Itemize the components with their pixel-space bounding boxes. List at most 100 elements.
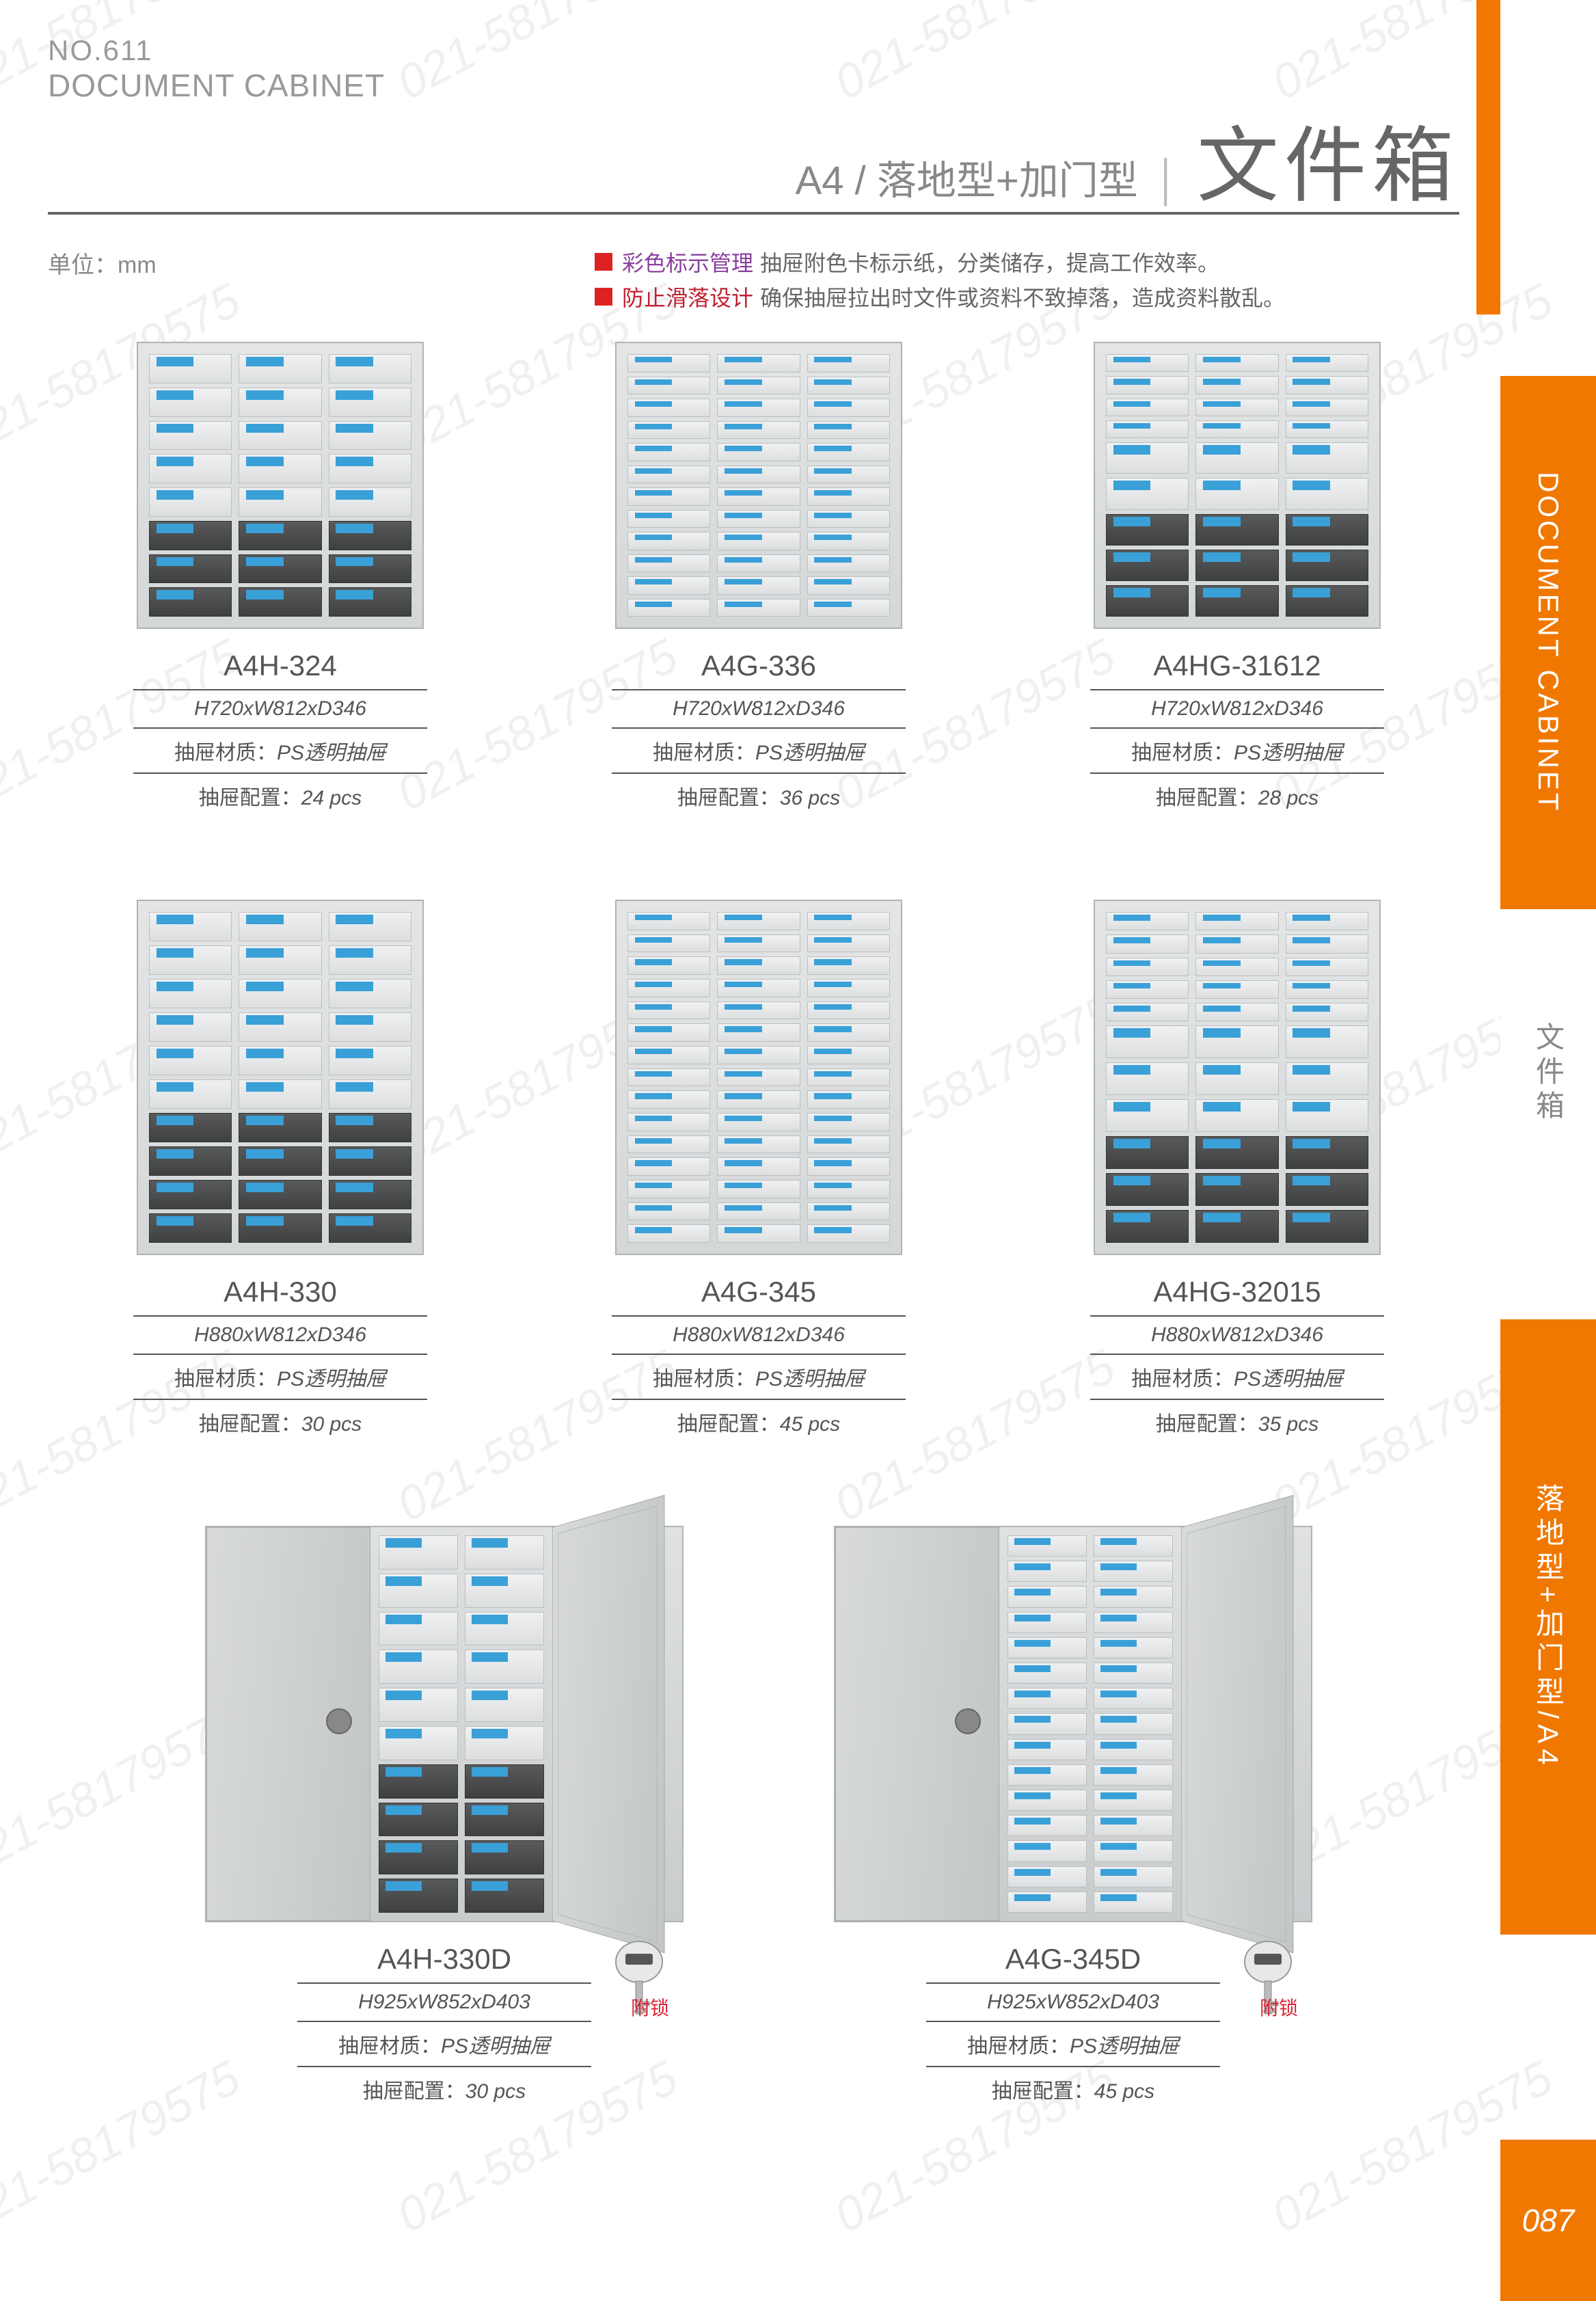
drawer bbox=[1094, 1612, 1173, 1633]
drawer bbox=[627, 399, 710, 417]
drawer-tab bbox=[1100, 1767, 1136, 1774]
drawer-tab bbox=[157, 1082, 194, 1092]
drawer bbox=[1286, 1025, 1368, 1058]
drawer bbox=[717, 377, 800, 395]
drawer-tab bbox=[246, 1116, 284, 1125]
drawer-tab bbox=[1014, 1563, 1050, 1570]
product-cell: A4H-324 H720xW812xD346 抽屉材质：PS透明抽屉 抽屉配置：… bbox=[89, 342, 472, 818]
drawer-tab bbox=[336, 1216, 373, 1226]
product-dimensions: H880xW812xD346 bbox=[1090, 1315, 1384, 1354]
drawer bbox=[465, 1726, 544, 1760]
drawer-tab bbox=[472, 1805, 507, 1815]
drawer bbox=[717, 466, 800, 484]
drawer-tab bbox=[1014, 1589, 1050, 1596]
drawer-tab bbox=[246, 424, 284, 433]
drawer bbox=[1007, 1586, 1087, 1607]
cabinet-door-right-open bbox=[552, 1495, 664, 1954]
drawer-tab bbox=[157, 490, 194, 500]
side-accent-strip bbox=[1476, 0, 1500, 314]
drawer bbox=[149, 1180, 232, 1209]
drawer bbox=[379, 1612, 458, 1646]
drawer-tab bbox=[635, 959, 673, 965]
door-knob-icon bbox=[326, 1708, 352, 1734]
drawer-tab bbox=[1203, 401, 1241, 407]
drawer bbox=[627, 1068, 710, 1087]
product-model: A4G-336 bbox=[612, 649, 906, 689]
drawer bbox=[1195, 1173, 1278, 1206]
drawer-tab bbox=[336, 982, 373, 991]
drawer bbox=[1286, 514, 1368, 546]
product-material: 抽屉材质：PS透明抽屉 bbox=[612, 727, 906, 772]
drawer-tab bbox=[725, 401, 762, 407]
drawer bbox=[1106, 354, 1189, 372]
drawer-tab bbox=[1100, 1615, 1136, 1622]
drawer-tab bbox=[635, 357, 673, 362]
drawer-tab bbox=[635, 1026, 673, 1032]
drawer-column bbox=[1286, 912, 1368, 1243]
drawer bbox=[1195, 376, 1278, 394]
drawer-tab bbox=[157, 982, 194, 991]
drawer-tab bbox=[814, 602, 852, 607]
drawer bbox=[1106, 442, 1189, 474]
product-dimensions: H720xW812xD346 bbox=[1090, 689, 1384, 727]
drawer bbox=[627, 1202, 710, 1221]
drawer bbox=[1007, 1535, 1087, 1557]
drawer-tab bbox=[635, 579, 673, 584]
drawer-tab bbox=[1203, 1006, 1241, 1012]
drawer bbox=[717, 956, 800, 975]
drawer-tab bbox=[472, 1729, 507, 1738]
drawer-tab bbox=[1113, 379, 1151, 384]
drawer-tab bbox=[814, 557, 852, 563]
drawer-tab bbox=[635, 490, 673, 496]
drawer-tab bbox=[814, 357, 852, 362]
drawer bbox=[1286, 550, 1368, 581]
drawer bbox=[1195, 1003, 1278, 1021]
drawer bbox=[149, 1012, 232, 1042]
drawer-tab bbox=[1113, 915, 1151, 921]
drawer bbox=[379, 1688, 458, 1722]
drawer-tab bbox=[1203, 1213, 1241, 1222]
drawer bbox=[239, 1180, 321, 1209]
drawer bbox=[807, 934, 890, 953]
drawer bbox=[1007, 1637, 1087, 1658]
drawer bbox=[239, 1146, 321, 1176]
drawer-tab bbox=[1293, 1176, 1330, 1185]
drawer-tab bbox=[246, 1015, 284, 1025]
drawer bbox=[1106, 514, 1189, 546]
drawer-tab bbox=[814, 535, 852, 540]
drawer-tab bbox=[635, 1116, 673, 1121]
side-tab-category-zh: 文件箱 bbox=[1500, 950, 1596, 1196]
drawer-tab bbox=[725, 602, 762, 607]
drawer-tab bbox=[814, 1227, 852, 1233]
drawer-tab bbox=[472, 1576, 507, 1586]
product-material: 抽屉材质：PS透明抽屉 bbox=[612, 1354, 906, 1399]
product-config: 抽屉配置：35 pcs bbox=[1090, 1399, 1384, 1444]
drawer-tab bbox=[157, 1183, 194, 1192]
cabinet-door-left bbox=[835, 1527, 999, 1921]
drawer-tab bbox=[635, 401, 673, 407]
drawer bbox=[1094, 1637, 1173, 1658]
drawer-tab bbox=[725, 1205, 762, 1211]
cabinet-image bbox=[615, 900, 902, 1255]
drawer bbox=[807, 1001, 890, 1020]
product-cell: A4HG-32015 H880xW812xD346 抽屉材质：PS透明抽屉 抽屉… bbox=[1046, 900, 1429, 1444]
drawer-tab bbox=[725, 424, 762, 429]
drawer-tab bbox=[814, 937, 852, 943]
drawer-tab bbox=[814, 401, 852, 407]
drawer-tab bbox=[725, 1071, 762, 1077]
drawer bbox=[1195, 934, 1278, 953]
product-model: A4G-345 bbox=[612, 1276, 906, 1315]
drawer-tab bbox=[635, 1160, 673, 1166]
drawer-tab bbox=[1113, 1139, 1151, 1148]
drawer bbox=[1007, 1815, 1087, 1836]
drawer-tab bbox=[725, 579, 762, 584]
drawer bbox=[717, 1202, 800, 1221]
drawer bbox=[329, 388, 411, 417]
drawer bbox=[465, 1650, 544, 1684]
drawer bbox=[627, 599, 710, 617]
drawer-tab bbox=[1293, 379, 1330, 384]
product-config: 抽屉配置：30 pcs bbox=[297, 2066, 591, 2111]
drawer-tab bbox=[814, 1183, 852, 1188]
drawer-tab bbox=[246, 1149, 284, 1159]
drawer bbox=[1007, 1688, 1087, 1709]
